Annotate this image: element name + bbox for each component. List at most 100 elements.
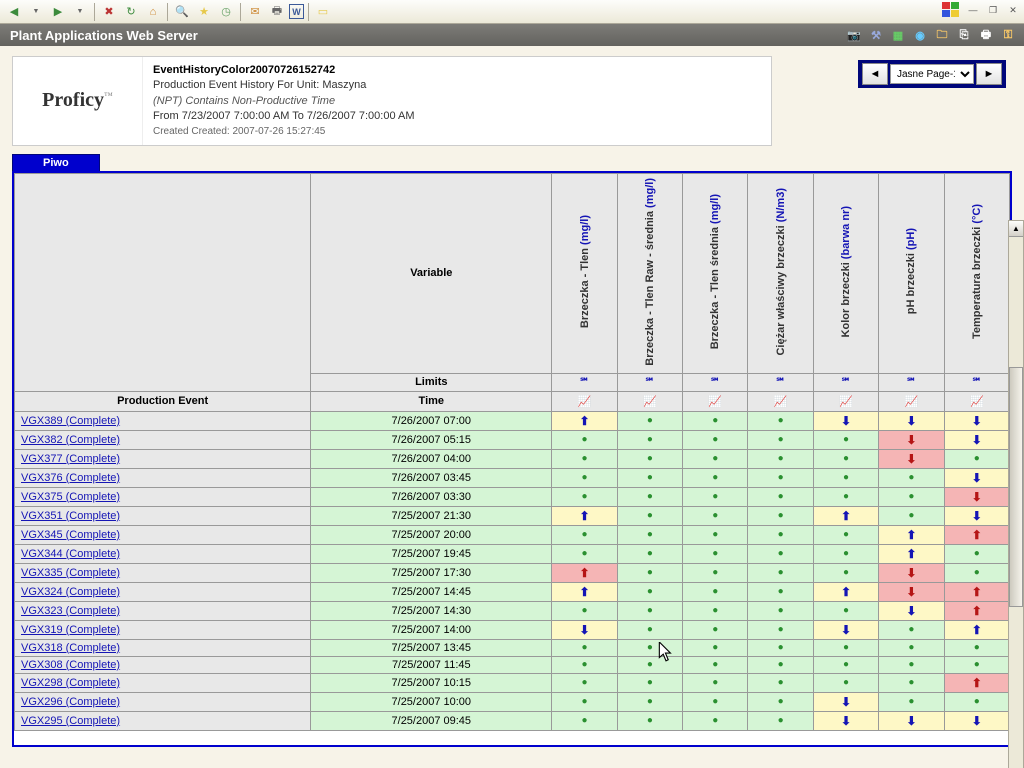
indicator-cell: ⬆ [552, 582, 617, 601]
minimize-btn[interactable]: — [966, 4, 980, 16]
tab-piwo[interactable]: Piwo [12, 154, 100, 171]
refresh-btn[interactable]: ↻ [121, 2, 141, 22]
event-link[interactable]: VGX324 (Complete) [21, 586, 120, 598]
tool-icon[interactable]: ⚒ [868, 27, 884, 43]
th-chart-3[interactable]: 📈 [748, 391, 813, 411]
page-prev-btn[interactable]: ◄ [862, 63, 888, 85]
indicator-cell: ● [748, 525, 813, 544]
th-chart-5[interactable]: 📈 [879, 391, 944, 411]
event-link[interactable]: VGX318 (Complete) [21, 642, 120, 654]
indicator-cell: ● [813, 487, 878, 506]
event-cell: VGX377 (Complete) [15, 449, 311, 468]
event-cell: VGX351 (Complete) [15, 506, 311, 525]
indicator-cell: ⬆ [944, 620, 1009, 639]
indicator-cell: ● [617, 411, 682, 430]
th-col-3: Ciężar właściwy brzeczki (N/m3) [748, 173, 813, 373]
note-icon[interactable]: ▭ [313, 2, 333, 22]
event-link[interactable]: VGX296 (Complete) [21, 696, 120, 708]
page-next-btn[interactable]: ► [976, 63, 1002, 85]
th-limit-5[interactable]: ℠ [879, 373, 944, 391]
indicator-cell: ● [552, 449, 617, 468]
sheet-icon[interactable]: ▦ [890, 27, 906, 43]
indicator-cell: ● [617, 673, 682, 692]
fwd-dd[interactable]: ▼ [70, 2, 90, 22]
word-icon[interactable]: W [289, 4, 304, 19]
indicator-cell: ⬇ [813, 411, 878, 430]
indicator-cell: ● [683, 525, 748, 544]
event-link[interactable]: VGX308 (Complete) [21, 659, 120, 671]
indicator-cell: ⬇ [879, 563, 944, 582]
report-table-wrap: Variable Brzeczka - Tlen (mg/l) Brzeczka… [12, 171, 1012, 747]
time-cell: 7/25/2007 20:00 [311, 525, 552, 544]
indicator-cell: ● [683, 692, 748, 711]
th-variable: Variable [311, 173, 552, 373]
key-icon[interactable]: ⚿ [1000, 27, 1016, 43]
event-link[interactable]: VGX377 (Complete) [21, 453, 120, 465]
indicator-cell: ● [813, 673, 878, 692]
printer-icon[interactable]: 🖶 [978, 27, 994, 43]
mail-icon[interactable]: ✉ [245, 2, 265, 22]
history-icon[interactable]: ◷ [216, 2, 236, 22]
indicator-cell: ● [748, 468, 813, 487]
indicator-cell: ⬆ [552, 411, 617, 430]
indicator-cell: ● [813, 639, 878, 656]
th-limit-2[interactable]: ℠ [683, 373, 748, 391]
event-link[interactable]: VGX335 (Complete) [21, 567, 120, 579]
th-chart-2[interactable]: 📈 [683, 391, 748, 411]
th-chart-0[interactable]: 📈 [552, 391, 617, 411]
folder-icon[interactable]: 🗀 [934, 27, 950, 43]
indicator-cell: ● [617, 525, 682, 544]
restore-btn[interactable]: ❐ [986, 4, 1000, 16]
indicator-cell: ● [813, 430, 878, 449]
fav-icon[interactable]: ★ [194, 2, 214, 22]
logo-cell: Proficy™ [13, 57, 143, 145]
event-link[interactable]: VGX351 (Complete) [21, 510, 120, 522]
event-link[interactable]: VGX319 (Complete) [21, 624, 120, 636]
th-limit-0[interactable]: ℠ [552, 373, 617, 391]
event-link[interactable]: VGX376 (Complete) [21, 472, 120, 484]
indicator-cell: ● [683, 601, 748, 620]
print-icon[interactable]: 🖶 [267, 2, 287, 22]
event-link[interactable]: VGX298 (Complete) [21, 677, 120, 689]
back-btn[interactable]: ◀ [4, 2, 24, 22]
th-chart-1[interactable]: 📈 [617, 391, 682, 411]
camera-icon[interactable]: 📷 [846, 27, 862, 43]
indicator-cell: ⬆ [944, 525, 1009, 544]
fwd-btn[interactable]: ▶ [48, 2, 68, 22]
indicator-cell: ⬇ [944, 430, 1009, 449]
page-select[interactable]: Jasne Page-1 [890, 64, 974, 84]
th-chart-6[interactable]: 📈 [944, 391, 1009, 411]
indicator-cell: ● [748, 656, 813, 673]
table-row: VGX308 (Complete)7/25/2007 11:45●●●●●●● [15, 656, 1010, 673]
copy-icon[interactable]: ⎘ [956, 27, 972, 43]
event-link[interactable]: VGX345 (Complete) [21, 529, 120, 541]
indicator-cell: ● [813, 544, 878, 563]
event-link[interactable]: VGX375 (Complete) [21, 491, 120, 503]
globe-icon[interactable]: ◉ [912, 27, 928, 43]
th-limit-3[interactable]: ℠ [748, 373, 813, 391]
table-row: VGX345 (Complete)7/25/2007 20:00●●●●●⬆⬆ [15, 525, 1010, 544]
event-link[interactable]: VGX295 (Complete) [21, 715, 120, 727]
indicator-cell: ● [683, 468, 748, 487]
back-dd[interactable]: ▼ [26, 2, 46, 22]
vertical-scrollbar[interactable]: ▲ [1008, 220, 1024, 768]
th-limit-6[interactable]: ℠ [944, 373, 1009, 391]
th-limit-4[interactable]: ℠ [813, 373, 878, 391]
event-link[interactable]: VGX323 (Complete) [21, 605, 120, 617]
table-row: VGX319 (Complete)7/25/2007 14:00⬇●●●⬇●⬆ [15, 620, 1010, 639]
th-chart-4[interactable]: 📈 [813, 391, 878, 411]
event-link[interactable]: VGX344 (Complete) [21, 548, 120, 560]
indicator-cell: ● [748, 544, 813, 563]
event-link[interactable]: VGX389 (Complete) [21, 415, 120, 427]
report-range: From 7/23/2007 7:00:00 AM To 7/26/2007 7… [153, 109, 415, 124]
event-link[interactable]: VGX382 (Complete) [21, 434, 120, 446]
indicator-cell: ● [813, 449, 878, 468]
scroll-up-btn[interactable]: ▲ [1009, 221, 1023, 237]
time-cell: 7/25/2007 21:30 [311, 506, 552, 525]
scroll-thumb[interactable] [1009, 367, 1023, 607]
th-limit-1[interactable]: ℠ [617, 373, 682, 391]
stop-btn[interactable]: ✖ [99, 2, 119, 22]
close-btn[interactable]: ✕ [1006, 4, 1020, 16]
home-btn[interactable]: ⌂ [143, 2, 163, 22]
search-icon[interactable]: 🔍 [172, 2, 192, 22]
